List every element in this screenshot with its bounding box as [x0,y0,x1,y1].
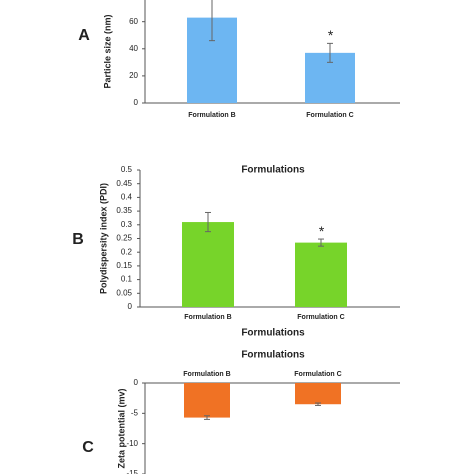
x-tick-label: Formulation B [188,112,235,119]
x-axis-label: Formulations [241,328,305,339]
y-tick-label: -10 [126,439,138,448]
x-axis-label: Formulations [241,165,305,176]
y-tick-label: 0 [134,378,139,387]
x-tick-label: Formulation C [306,112,353,119]
y-axis-label: Particle size (nm) [102,14,112,88]
y-tick-label: 40 [129,44,138,53]
y-tick-label: 0.3 [121,220,133,229]
x-tick-label: Formulation B [184,314,231,321]
y-tick-label: 0 [134,98,139,107]
bar [182,222,234,307]
chart-title: Formulations [241,350,305,361]
y-tick-label: 20 [129,71,138,80]
y-tick-label: 0.5 [121,165,133,174]
y-tick-label: 0.25 [116,234,132,243]
y-tick-label: 0.1 [121,275,133,284]
y-tick-label: -5 [131,408,139,417]
y-tick-label: 0.15 [116,261,132,270]
x-tick-label: Formulation C [294,371,341,378]
y-axis-label: Zeta potential (mv) [116,388,126,468]
panel-letter: C [82,439,94,456]
x-tick-label: Formulation C [297,314,344,321]
y-axis-label: Polydispersity index (PDI) [98,183,108,294]
y-tick-label: 0 [128,302,133,311]
y-tick-label: 60 [129,17,138,26]
significance-mark: * [327,27,333,43]
x-tick-label: Formulation B [183,371,230,378]
panel-letter: B [72,231,84,248]
panel-letter: A [78,27,90,44]
significance-mark: * [318,223,324,239]
bar [295,242,347,307]
y-tick-label: -15 [126,469,138,474]
bar [295,383,341,405]
y-tick-label: 0.2 [121,247,133,256]
bar [184,383,230,418]
y-tick-label: 0.4 [121,193,133,202]
y-tick-label: 0.35 [116,206,132,215]
y-tick-label: 0.45 [116,179,132,188]
y-tick-label: 0.05 [116,288,132,297]
